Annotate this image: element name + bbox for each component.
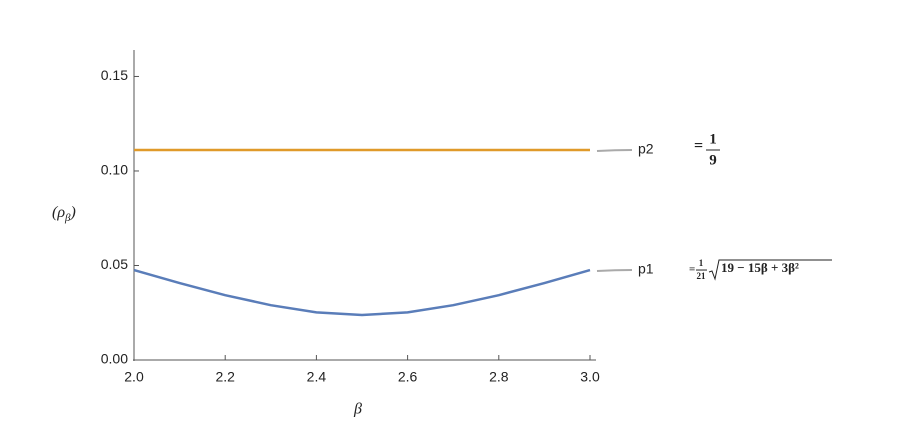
series-label: p1 — [638, 261, 654, 277]
y-axis-label: (ρβ) — [52, 204, 76, 224]
radical-sign — [708, 259, 832, 281]
label-leader — [596, 269, 633, 273]
y-label-symbol: ρ — [56, 204, 65, 221]
y-tick-label: 0.00 — [101, 351, 128, 367]
series-line — [133, 268, 591, 317]
series-label: p2 — [638, 141, 654, 157]
formula-numerator: 1 — [699, 258, 704, 268]
y-tick-label: 0.15 — [101, 67, 128, 83]
y-label-open: ( — [52, 204, 59, 221]
formula-denominator: 9 — [709, 152, 717, 168]
formula-numerator: 1 — [709, 131, 717, 147]
y-label-close: ) — [70, 204, 76, 221]
y-tick-label: 0.10 — [101, 162, 128, 178]
x-tick-label: 2.4 — [307, 369, 327, 385]
x-tick-label: 2.2 — [215, 369, 235, 385]
x-tick-label: 3.0 — [580, 369, 600, 385]
x-tick-label: 2.0 — [124, 369, 144, 385]
label-leader — [596, 148, 633, 152]
y-label-subscript: β — [64, 212, 71, 224]
y-tick-label: 0.05 — [101, 256, 128, 272]
formula-radicand: 19 − 15β + 3β² — [721, 260, 799, 275]
x-tick-label: 2.6 — [398, 369, 418, 385]
formula-denominator: 21 — [697, 271, 707, 281]
x-axis-label: β — [353, 401, 362, 418]
formula-prefix: = — [694, 138, 703, 155]
x-tick-label: 2.8 — [489, 369, 509, 385]
formula-prefix: = — [689, 264, 695, 276]
